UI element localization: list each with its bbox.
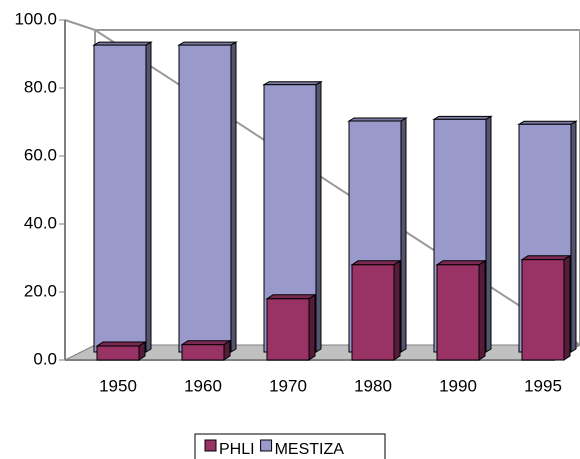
x-tick-label: 1970: [269, 376, 307, 395]
y-tick-label: 100.0: [14, 9, 57, 28]
y-tick-label: 60.0: [24, 145, 57, 164]
back-wall: [91, 29, 580, 347]
bar-front-top: [95, 341, 147, 347]
bar-front-top: [350, 260, 402, 266]
bar-front-top: [265, 294, 317, 300]
bar-front: [521, 259, 565, 361]
bar-front: [436, 264, 480, 361]
bar-back: [93, 44, 147, 353]
bar-front-top: [520, 255, 572, 261]
legend-label: MESTIZA: [275, 441, 345, 458]
y-tick-label: 40.0: [24, 213, 57, 232]
bar-back-side: [145, 41, 152, 353]
bar-back-side: [400, 117, 407, 353]
y-tick-label: 0.0: [33, 349, 57, 368]
y-tick-label: 20.0: [24, 281, 57, 300]
bar-back-side: [230, 41, 237, 353]
x-tick-label: 1950: [99, 376, 137, 395]
legend-box: [194, 433, 386, 459]
bar-front-top: [435, 260, 487, 266]
bar-front-side: [393, 259, 401, 361]
bar-front: [96, 345, 140, 361]
x-tick-label: 1995: [524, 376, 562, 395]
legend-swatch: [204, 439, 217, 452]
x-tick-label: 1980: [354, 376, 392, 395]
x-tick-label: 1990: [439, 376, 477, 395]
y-tick-label: 80.0: [24, 77, 57, 96]
bar-front: [266, 298, 310, 361]
bar-back-side: [570, 120, 577, 353]
legend-label: PHLI: [219, 441, 255, 458]
bar-front-side: [308, 293, 316, 361]
bar-back: [178, 44, 232, 353]
bar-front-top: [180, 340, 232, 346]
bar-back-side: [315, 80, 322, 353]
bar-front-side: [563, 254, 571, 361]
wall-corner: [64, 19, 96, 31]
bar-back-side: [485, 115, 492, 353]
bar-front: [351, 264, 395, 361]
x-tick-label: 1960: [184, 376, 222, 395]
bar-front: [181, 344, 225, 361]
bar-front-side: [478, 259, 486, 361]
legend-swatch: [260, 439, 273, 452]
